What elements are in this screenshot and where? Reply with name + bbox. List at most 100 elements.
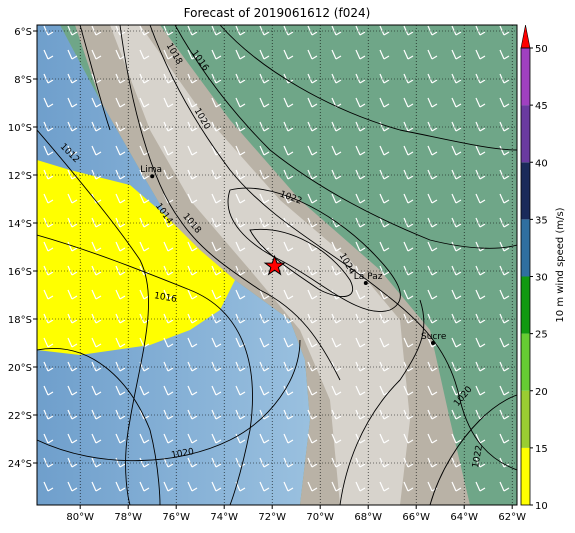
wind-barb	[427, 241, 438, 252]
wind-barb	[283, 385, 294, 396]
wind-barb	[91, 49, 102, 60]
wind-barb	[235, 457, 246, 468]
wind-barb	[211, 289, 222, 300]
wind-barb	[139, 481, 150, 492]
wind-barb	[91, 433, 102, 444]
colorbar-tick-label: 15	[535, 444, 548, 455]
wind-barb	[211, 409, 222, 420]
wind-barb	[403, 169, 414, 180]
wind-barb	[67, 457, 78, 468]
wind-barb	[427, 169, 438, 180]
wind-barb	[163, 73, 174, 84]
wind-barb	[283, 289, 294, 300]
wind-barb	[283, 25, 294, 36]
wind-barb	[403, 457, 414, 468]
wind-barb	[115, 361, 126, 372]
wind-barb	[379, 169, 390, 180]
wind-barb	[163, 409, 174, 420]
wind-barb	[67, 409, 78, 420]
wind-barb	[307, 337, 318, 348]
wind-barb	[403, 217, 414, 228]
colorbar-segment	[521, 105, 530, 163]
wind-barb	[307, 457, 318, 468]
contour-label: 1022	[471, 445, 485, 469]
wind-barb	[427, 265, 438, 276]
wind-barb	[187, 97, 198, 108]
city-label: Sucre	[421, 332, 447, 342]
wind-barb	[451, 241, 462, 252]
wind-barb	[499, 361, 510, 372]
wind-barb	[211, 97, 222, 108]
wind-barb	[43, 121, 54, 132]
wind-barb	[427, 49, 438, 60]
wind-barb	[235, 193, 246, 204]
wind-barb	[91, 25, 102, 36]
wind-barb	[43, 73, 54, 84]
lon-tick-label: 80°W	[66, 512, 94, 523]
wind-barb	[259, 409, 270, 420]
wind-barb	[163, 361, 174, 372]
wind-barb	[403, 121, 414, 132]
wind-barb	[43, 49, 54, 60]
wind-barb	[91, 265, 102, 276]
contours	[37, 25, 517, 505]
wind-barb	[43, 25, 54, 36]
lon-tick-label: 70°W	[306, 512, 334, 523]
high-andes	[110, 25, 410, 505]
wind-barb	[187, 169, 198, 180]
wind-barb	[67, 217, 78, 228]
wind-barb	[499, 121, 510, 132]
wind-barb	[331, 169, 342, 180]
wind-barb	[115, 265, 126, 276]
wind-barb	[67, 49, 78, 60]
wind-barb	[259, 265, 270, 276]
wind-barb	[427, 457, 438, 468]
wind-barb	[67, 145, 78, 156]
wind-barb	[475, 481, 486, 492]
wind-barb	[283, 145, 294, 156]
colorbar-tick-label: 25	[535, 330, 548, 341]
wind-barb	[163, 145, 174, 156]
wind-barb	[331, 361, 342, 372]
wind-barb	[163, 481, 174, 492]
wind-barb	[43, 433, 54, 444]
wind-barb	[499, 433, 510, 444]
wind-barb	[187, 361, 198, 372]
wind-barb	[187, 265, 198, 276]
wind-barb	[475, 193, 486, 204]
colorbar-tick-label: 40	[535, 158, 548, 169]
wind-barb	[187, 73, 198, 84]
lat-tick-label: 6°S	[14, 27, 32, 38]
wind-barb	[331, 385, 342, 396]
wind-barb	[427, 121, 438, 132]
wind-barb	[115, 289, 126, 300]
wind-barb	[163, 25, 174, 36]
city-label: La Paz	[354, 272, 383, 282]
wind-barb	[43, 409, 54, 420]
wind-barbs	[43, 25, 510, 492]
wind-barb	[139, 121, 150, 132]
wind-barb	[475, 361, 486, 372]
contour	[37, 129, 150, 505]
wind-barb	[475, 265, 486, 276]
wind-barb	[235, 241, 246, 252]
wind-barb	[235, 433, 246, 444]
wind-barb	[283, 481, 294, 492]
wind-barb	[403, 49, 414, 60]
wind-barb	[43, 97, 54, 108]
wind-barb	[307, 289, 318, 300]
wind-barb	[67, 193, 78, 204]
wind-barb	[283, 409, 294, 420]
contour-label: 1020	[171, 447, 196, 461]
wind-barb	[307, 385, 318, 396]
wind-barb	[187, 409, 198, 420]
wind-barb	[451, 337, 462, 348]
wind-barb	[403, 241, 414, 252]
wind-barb	[331, 337, 342, 348]
wind-barb	[259, 73, 270, 84]
wind-barb	[499, 169, 510, 180]
wind-barb	[451, 169, 462, 180]
wind-barb	[475, 73, 486, 84]
wind-barb	[331, 73, 342, 84]
wind-barb	[427, 289, 438, 300]
